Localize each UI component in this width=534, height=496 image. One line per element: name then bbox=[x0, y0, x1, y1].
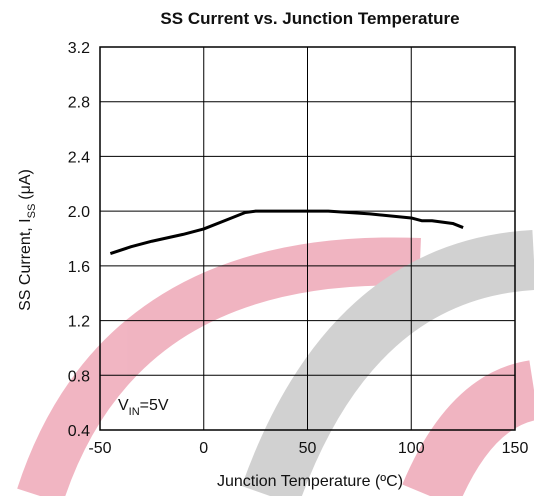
watermark-arc bbox=[402, 360, 534, 496]
y-tick-label: 1.2 bbox=[68, 314, 90, 331]
data-line bbox=[109, 209, 464, 255]
annotation-subscript: IN bbox=[129, 406, 140, 418]
chart-title: SS Current vs. Junction Temperature bbox=[160, 9, 459, 28]
y-axis-label: SS Current, ISS (μA) bbox=[17, 169, 38, 311]
watermark-arc bbox=[17, 237, 421, 496]
annotation-suffix: =5V bbox=[140, 397, 169, 414]
y-tick-label: 2.8 bbox=[68, 95, 90, 112]
x-tick-label: 50 bbox=[299, 440, 317, 457]
plot-border bbox=[99, 46, 516, 431]
watermark-arc bbox=[241, 230, 534, 496]
y-tick-label: 3.2 bbox=[68, 40, 90, 57]
x-tick-label: -50 bbox=[88, 440, 111, 457]
y-tick-label: 2.4 bbox=[68, 149, 90, 166]
annotation: VIN=5V bbox=[118, 397, 169, 418]
annotation-text: V bbox=[118, 397, 129, 414]
watermark bbox=[17, 230, 534, 496]
y-label-subscript: SS bbox=[26, 204, 38, 219]
x-tick-label: 100 bbox=[398, 440, 425, 457]
y-tick-label: 2.0 bbox=[68, 204, 90, 221]
y-label-text: SS Current, I bbox=[17, 218, 34, 310]
y-tick-label: 0.4 bbox=[68, 423, 90, 440]
y-tick-label: 1.6 bbox=[68, 259, 90, 276]
y-label-unit: (μA) bbox=[17, 169, 34, 200]
y-tick-label: 0.8 bbox=[68, 368, 90, 385]
x-axis-label: Junction Temperature (ºC) bbox=[217, 473, 403, 490]
x-tick-label: 150 bbox=[502, 440, 529, 457]
x-tick-label: 0 bbox=[199, 440, 208, 457]
